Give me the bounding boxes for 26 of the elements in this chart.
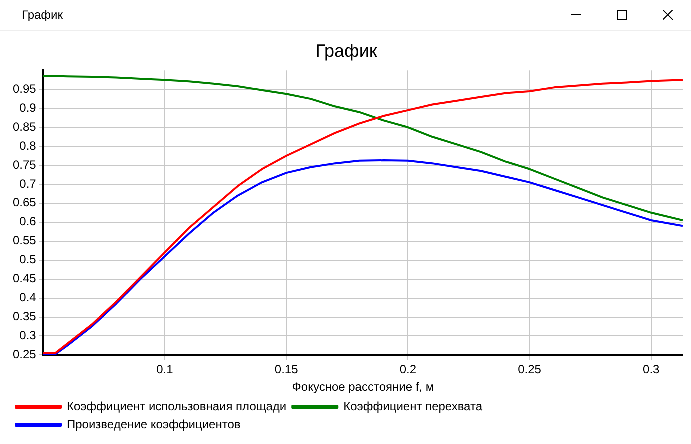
text: График: [22, 8, 63, 22]
y-tick-label: 0.6: [20, 214, 37, 229]
x-axis-title: Фокусное расстояние f, м: [292, 380, 434, 394]
x-tick-label: 0.2: [400, 362, 417, 377]
chart-title: График: [316, 40, 378, 61]
x-tick-label: 0.15: [274, 362, 299, 377]
y-tick-label: 0.3: [20, 328, 37, 343]
y-tick-label: 0.45: [12, 272, 37, 286]
y-tick-label: 0.35: [12, 310, 37, 324]
x-tick-label: 0.25: [518, 362, 542, 377]
y-tick-label: 0.9: [20, 100, 37, 115]
x-tick-label: 0.1: [156, 362, 174, 377]
legend-label: Коэффициент использовнаия площади: [67, 399, 287, 414]
y-tick-label: 0.95: [12, 82, 37, 96]
y-tick-label: 0.8: [20, 138, 37, 153]
y-tick-label: 0.55: [12, 234, 37, 248]
y-tick-label: 0.5: [20, 252, 37, 267]
y-tick-label: 0.7: [20, 176, 37, 191]
legend-label: Коэффициент перехвата: [344, 399, 483, 414]
y-tick-label: 0.65: [12, 196, 37, 210]
y-tick-label: 0.85: [12, 120, 37, 134]
y-tick-label: 0.25: [12, 348, 37, 362]
y-tick-label: 0.75: [12, 158, 37, 172]
y-tick-label: 0.4: [20, 290, 37, 305]
legend-label: Произведение коэффициентов: [67, 417, 241, 432]
x-tick-label: 0.3: [643, 362, 660, 377]
